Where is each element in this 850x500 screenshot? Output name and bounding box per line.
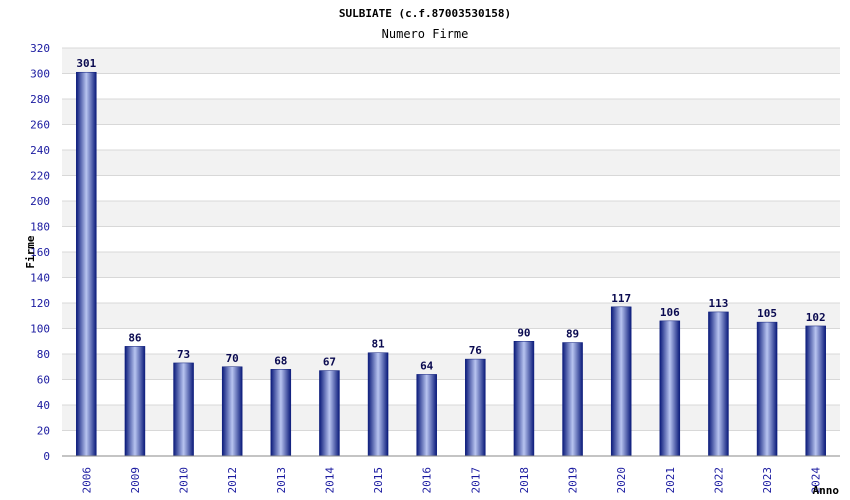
x-tick-label: 2019 — [567, 467, 580, 494]
data-label: 67 — [323, 356, 336, 369]
data-label: 90 — [517, 326, 530, 339]
x-tick-label: 2012 — [226, 467, 239, 494]
bars — [76, 71, 826, 457]
y-tick-label: 40 — [37, 399, 50, 412]
x-axis-label: Anno — [813, 484, 840, 497]
x-tick-label: 2006 — [80, 467, 93, 494]
grid-band — [62, 48, 840, 74]
data-label: 73 — [177, 348, 190, 361]
x-tick-label: 2016 — [421, 467, 434, 494]
y-tick-label: 200 — [30, 195, 50, 208]
bar — [562, 342, 583, 457]
y-tick-label: 260 — [30, 119, 50, 132]
y-axis-ticks: 0 20 40 60 80 100 120 140 160 180 200 220 240 260 280 3… — [30, 42, 50, 463]
y-tick-label: 160 — [30, 246, 50, 259]
x-tick-label: 2024 — [810, 467, 823, 494]
data-label: 89 — [566, 328, 579, 341]
data-label: 106 — [660, 306, 680, 319]
x-tick-label: 2021 — [664, 467, 677, 494]
gridlines — [62, 47, 840, 457]
grid-band — [62, 175, 840, 201]
y-tick-label: 80 — [37, 348, 50, 361]
x-tick-label: 2018 — [518, 467, 531, 494]
x-tick-label: 2020 — [615, 467, 628, 494]
grid-band — [62, 201, 840, 227]
data-label: 76 — [469, 344, 483, 357]
x-tick-label: 2013 — [275, 467, 288, 494]
data-label: 81 — [371, 338, 385, 351]
bar — [76, 71, 97, 457]
x-tick-label: 2009 — [129, 467, 142, 494]
y-axis-label: Firme — [24, 235, 37, 268]
bar — [270, 369, 292, 457]
y-tick-label: 300 — [30, 68, 50, 81]
y-tick-label: 240 — [30, 144, 50, 157]
data-label: 113 — [709, 297, 729, 310]
y-tick-label: 120 — [30, 297, 50, 310]
data-labels: 301 86 73 70 68 67 81 64 76 90 89 117 106 113 105 102 — [76, 57, 825, 372]
bar — [756, 321, 778, 457]
x-tick-label: 2022 — [712, 467, 725, 494]
grid-band — [62, 73, 840, 99]
x-tick-label: 2017 — [469, 467, 482, 494]
x-tick-label: 2014 — [323, 467, 336, 494]
y-tick-label: 180 — [30, 221, 50, 234]
bar — [610, 306, 632, 457]
chart-title: SULBIATE (c.f.87003530158) — [339, 7, 511, 20]
y-tick-label: 60 — [37, 374, 50, 387]
y-tick-label: 100 — [30, 323, 50, 336]
bar — [708, 311, 729, 457]
bar — [659, 320, 681, 457]
y-tick-label: 320 — [30, 42, 50, 55]
bar — [221, 366, 243, 457]
data-label: 86 — [128, 331, 142, 344]
grid-band — [62, 252, 840, 278]
bar — [805, 325, 826, 457]
bar — [465, 358, 486, 457]
bar — [173, 362, 194, 457]
data-label: 301 — [76, 57, 96, 70]
x-tick-label: 2015 — [372, 467, 385, 494]
data-label: 68 — [274, 354, 287, 367]
data-label: 117 — [611, 292, 631, 305]
y-tick-label: 220 — [30, 170, 50, 183]
grid-band — [62, 124, 840, 150]
x-tick-label: 2023 — [761, 467, 774, 494]
data-label: 64 — [420, 359, 434, 372]
bar — [319, 370, 340, 457]
bar — [513, 341, 535, 457]
chart-subtitle: Numero Firme — [382, 27, 469, 41]
grid-band — [62, 150, 840, 176]
y-tick-label: 0 — [43, 450, 50, 463]
data-label: 70 — [226, 352, 239, 365]
y-tick-label: 140 — [30, 272, 50, 285]
grid-band — [62, 226, 840, 252]
x-axis-ticks: 2006 2009 2010 2012 2013 2014 2015 2016 2017 2018… — [80, 467, 822, 494]
grid-band — [62, 277, 840, 303]
x-tick-label: 2010 — [178, 467, 191, 494]
y-tick-label: 20 — [37, 425, 50, 438]
grid-band — [62, 99, 840, 125]
bar — [124, 346, 146, 457]
y-tick-label: 280 — [30, 93, 50, 106]
data-label: 102 — [806, 311, 826, 324]
bar — [367, 352, 389, 457]
bar — [416, 374, 437, 457]
data-label: 105 — [757, 307, 777, 320]
